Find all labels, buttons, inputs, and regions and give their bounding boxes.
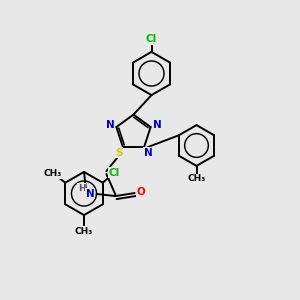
Text: H: H <box>78 184 85 193</box>
Text: N: N <box>144 148 152 158</box>
Text: CH₃: CH₃ <box>44 169 62 178</box>
Text: N: N <box>106 120 115 130</box>
Text: Cl: Cl <box>146 34 157 44</box>
Text: CH₃: CH₃ <box>75 227 93 236</box>
Text: CH₃: CH₃ <box>188 174 206 183</box>
Text: O: O <box>136 188 145 197</box>
Text: S: S <box>115 148 123 158</box>
Text: N: N <box>85 189 94 199</box>
Text: Cl: Cl <box>109 167 120 178</box>
Text: N: N <box>152 120 161 130</box>
